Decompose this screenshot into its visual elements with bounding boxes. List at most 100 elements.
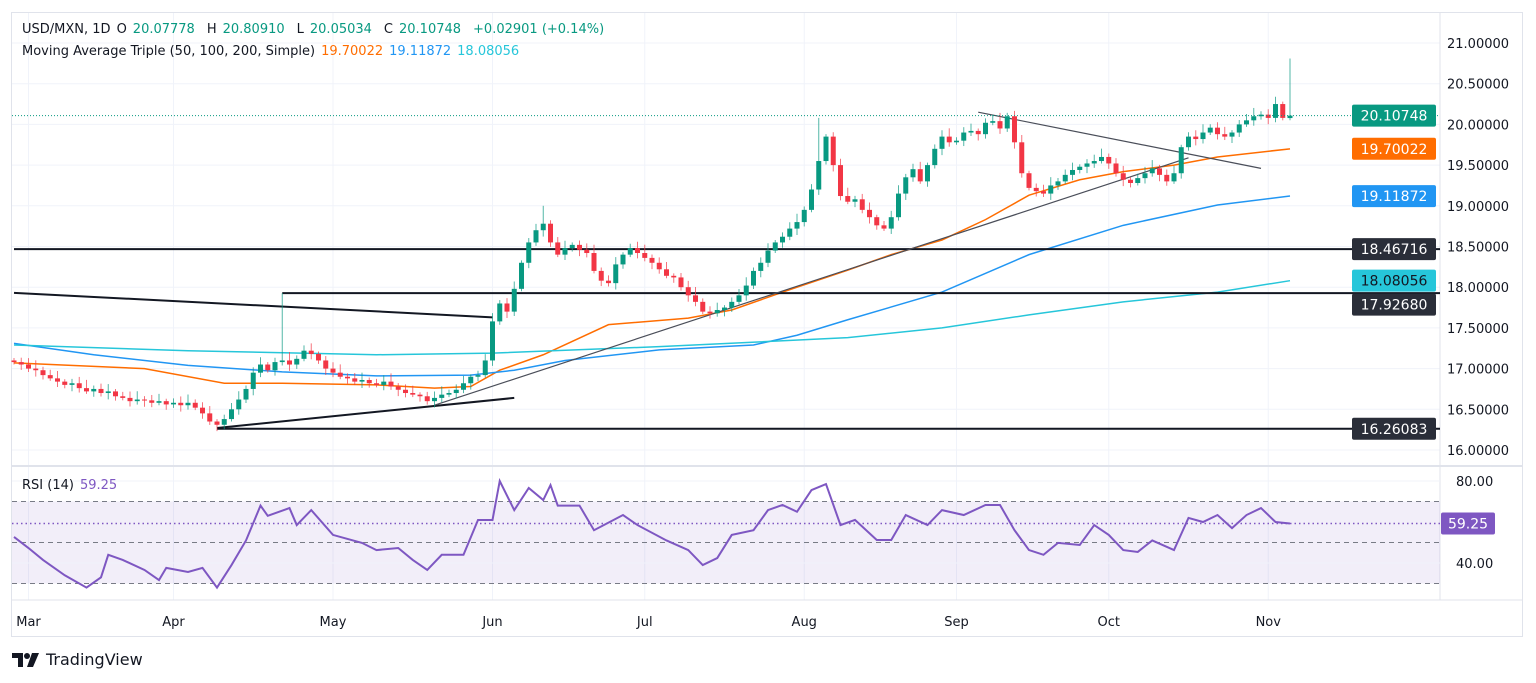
candle-body (439, 394, 445, 398)
candle-body (555, 242, 561, 255)
candle (540, 205, 546, 237)
candle-body (968, 130, 974, 133)
candle (214, 419, 220, 432)
candle-body (294, 358, 300, 365)
candle-body (990, 121, 996, 123)
ma-legend-label[interactable]: Moving Average Triple (50, 100, 200, Sim… (22, 44, 316, 59)
ma50-value: 19.70022 (321, 44, 384, 59)
candle-body (1186, 136, 1191, 148)
candle (1012, 110, 1017, 149)
candle-body (359, 379, 365, 382)
candle-body (453, 389, 459, 394)
candle (845, 187, 851, 205)
candle-body (40, 370, 46, 376)
candle-body (1222, 134, 1228, 137)
symbol-title[interactable]: USD/MXN, 1D (22, 22, 111, 37)
candle (1164, 169, 1170, 186)
time-axis-label: Oct (1098, 615, 1120, 630)
candle-body (845, 196, 851, 202)
candle-body (388, 381, 394, 387)
moving-average-tag: 18.08056 (1352, 269, 1436, 292)
change-value: +0.02901 (+0.14%) (473, 22, 605, 37)
candle-body (1077, 166, 1083, 170)
candle (142, 396, 147, 407)
price-tick-label: 16.00000 (1447, 444, 1509, 459)
candle-body (163, 401, 169, 405)
candle-body (352, 378, 358, 382)
candle (642, 244, 648, 262)
candle (743, 277, 749, 301)
candle-body (997, 121, 1003, 129)
candle (1084, 159, 1090, 174)
time-axis-label: Apr (162, 615, 185, 630)
candle-body (613, 264, 619, 284)
candle-body (55, 378, 60, 382)
horizontal-level-badge-label: 16.26083 (1361, 422, 1428, 438)
candle (113, 388, 118, 401)
candle-body (983, 122, 988, 135)
candle (1171, 165, 1177, 184)
candle-body (888, 217, 894, 229)
candle-body (461, 383, 466, 390)
candle-body (1055, 181, 1061, 186)
candle (374, 378, 379, 388)
candle-body (765, 250, 771, 263)
candle-body (410, 393, 416, 395)
candle-body (685, 287, 691, 296)
candle (272, 357, 278, 376)
candle-body (569, 244, 575, 249)
candle (939, 130, 945, 156)
candle-body (1142, 173, 1148, 179)
candle-body (475, 375, 481, 377)
candle-body (1026, 173, 1032, 188)
candle (381, 375, 387, 391)
last-price-badge (1352, 104, 1436, 127)
rsi-label[interactable]: RSI (14) (22, 478, 74, 493)
candle (1048, 177, 1054, 200)
candle-body (707, 311, 713, 314)
candle-body (1178, 147, 1184, 174)
candle (852, 195, 858, 208)
candle-body (881, 225, 887, 229)
moving-average-badge-label: 18.08056 (1361, 274, 1428, 290)
candle (243, 385, 249, 403)
candle (787, 222, 793, 241)
candle-body (1004, 116, 1010, 129)
candle (47, 369, 53, 381)
candle-body (1120, 173, 1126, 180)
moving-average-line (13, 195, 1291, 377)
candle-body (91, 388, 97, 392)
candle (1236, 120, 1242, 137)
candle-body (374, 383, 379, 385)
candle (910, 163, 916, 182)
candle (693, 287, 698, 307)
candle (55, 371, 60, 387)
candle-body (323, 360, 329, 369)
candle-body (243, 388, 249, 400)
candle (279, 293, 285, 366)
trend-line (13, 291, 493, 319)
candle (236, 391, 242, 415)
time-axis-label: Jul (636, 615, 653, 630)
candle-body (809, 189, 814, 210)
time-axis-label: Nov (1256, 615, 1282, 630)
candle (446, 389, 452, 398)
candle-body (961, 132, 967, 141)
rsi-value: 59.25 (79, 478, 118, 493)
candle-body (1062, 174, 1068, 182)
candle (294, 355, 300, 369)
candle (700, 298, 706, 315)
moving-average-badge-label: 19.11872 (1361, 189, 1428, 205)
horizontal-level-badge (1352, 238, 1436, 261)
candle (809, 184, 814, 213)
candle-body (33, 368, 39, 371)
candle (192, 399, 198, 411)
candle (323, 356, 329, 375)
horizontal-level-badge (1352, 417, 1436, 440)
candle-body (874, 217, 880, 226)
candle (997, 112, 1003, 134)
candle-body (84, 388, 89, 392)
candle-body (1099, 156, 1104, 162)
tradingview-logo[interactable]: TradingView (12, 650, 143, 669)
